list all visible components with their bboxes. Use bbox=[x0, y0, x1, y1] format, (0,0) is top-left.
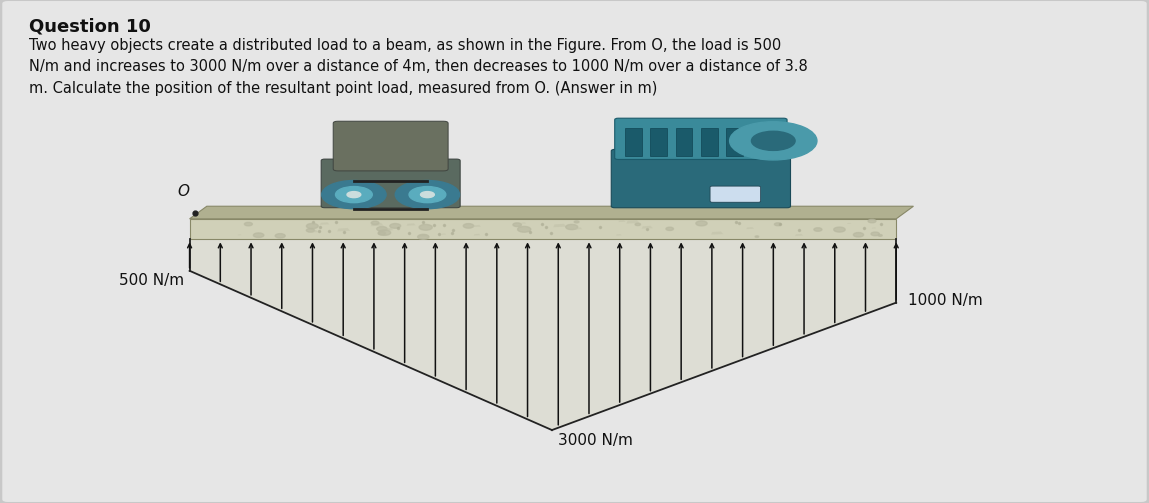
Polygon shape bbox=[847, 223, 851, 224]
Circle shape bbox=[878, 234, 882, 236]
Circle shape bbox=[512, 223, 522, 226]
Circle shape bbox=[696, 221, 707, 226]
Circle shape bbox=[378, 232, 385, 235]
FancyBboxPatch shape bbox=[615, 118, 787, 159]
Bar bbox=[751, 128, 769, 156]
Bar bbox=[676, 128, 693, 156]
Circle shape bbox=[307, 223, 318, 229]
Polygon shape bbox=[641, 226, 653, 229]
Polygon shape bbox=[872, 227, 876, 228]
FancyBboxPatch shape bbox=[321, 159, 460, 208]
Circle shape bbox=[751, 131, 795, 150]
Circle shape bbox=[517, 226, 531, 232]
Polygon shape bbox=[522, 222, 526, 224]
Polygon shape bbox=[746, 227, 754, 229]
Circle shape bbox=[565, 224, 578, 230]
Polygon shape bbox=[381, 228, 393, 231]
Polygon shape bbox=[238, 234, 241, 235]
Circle shape bbox=[755, 236, 758, 237]
Bar bbox=[650, 128, 668, 156]
Text: 3000 N/m: 3000 N/m bbox=[557, 433, 633, 448]
Circle shape bbox=[834, 227, 846, 232]
Circle shape bbox=[419, 224, 432, 230]
Circle shape bbox=[390, 223, 401, 228]
Polygon shape bbox=[319, 222, 330, 225]
Circle shape bbox=[276, 234, 285, 238]
Polygon shape bbox=[384, 229, 391, 230]
Polygon shape bbox=[573, 227, 583, 229]
Circle shape bbox=[730, 122, 817, 160]
Polygon shape bbox=[190, 239, 896, 430]
Circle shape bbox=[417, 234, 429, 239]
Polygon shape bbox=[407, 223, 416, 226]
FancyBboxPatch shape bbox=[710, 186, 761, 202]
Polygon shape bbox=[308, 230, 318, 232]
Circle shape bbox=[774, 223, 781, 226]
Polygon shape bbox=[473, 234, 480, 235]
Bar bbox=[625, 128, 642, 156]
Circle shape bbox=[378, 230, 391, 235]
Circle shape bbox=[307, 228, 315, 232]
Circle shape bbox=[854, 232, 864, 237]
Polygon shape bbox=[371, 223, 384, 226]
Polygon shape bbox=[337, 228, 350, 231]
Circle shape bbox=[377, 226, 387, 231]
Circle shape bbox=[409, 187, 446, 203]
Text: Two heavy objects create a distributed load to a beam, as shown in the Figure. F: Two heavy objects create a distributed l… bbox=[29, 38, 808, 96]
Polygon shape bbox=[190, 219, 896, 239]
Polygon shape bbox=[553, 224, 566, 227]
Polygon shape bbox=[618, 220, 625, 222]
Polygon shape bbox=[441, 233, 446, 235]
Polygon shape bbox=[795, 234, 803, 236]
Polygon shape bbox=[616, 234, 622, 235]
Circle shape bbox=[371, 221, 379, 225]
Circle shape bbox=[574, 221, 579, 223]
Circle shape bbox=[666, 227, 673, 230]
FancyBboxPatch shape bbox=[611, 149, 791, 208]
Circle shape bbox=[336, 187, 372, 203]
Polygon shape bbox=[626, 220, 640, 224]
Circle shape bbox=[347, 192, 361, 198]
Circle shape bbox=[871, 232, 879, 236]
Polygon shape bbox=[381, 232, 386, 233]
Circle shape bbox=[245, 222, 253, 226]
Text: O: O bbox=[178, 184, 190, 199]
Bar bbox=[701, 128, 718, 156]
Polygon shape bbox=[418, 234, 427, 237]
Polygon shape bbox=[711, 231, 724, 235]
Circle shape bbox=[813, 228, 822, 231]
Text: 500 N/m: 500 N/m bbox=[118, 273, 184, 288]
Text: 1000 N/m: 1000 N/m bbox=[908, 293, 982, 308]
Circle shape bbox=[869, 219, 876, 223]
Polygon shape bbox=[190, 206, 913, 219]
Circle shape bbox=[395, 181, 460, 209]
Circle shape bbox=[322, 181, 386, 209]
Circle shape bbox=[635, 223, 640, 225]
Text: Question 10: Question 10 bbox=[29, 18, 151, 36]
Circle shape bbox=[254, 233, 264, 237]
Circle shape bbox=[463, 224, 473, 228]
Bar bbox=[726, 128, 743, 156]
Polygon shape bbox=[473, 225, 481, 227]
FancyBboxPatch shape bbox=[333, 121, 448, 171]
Circle shape bbox=[421, 192, 434, 198]
